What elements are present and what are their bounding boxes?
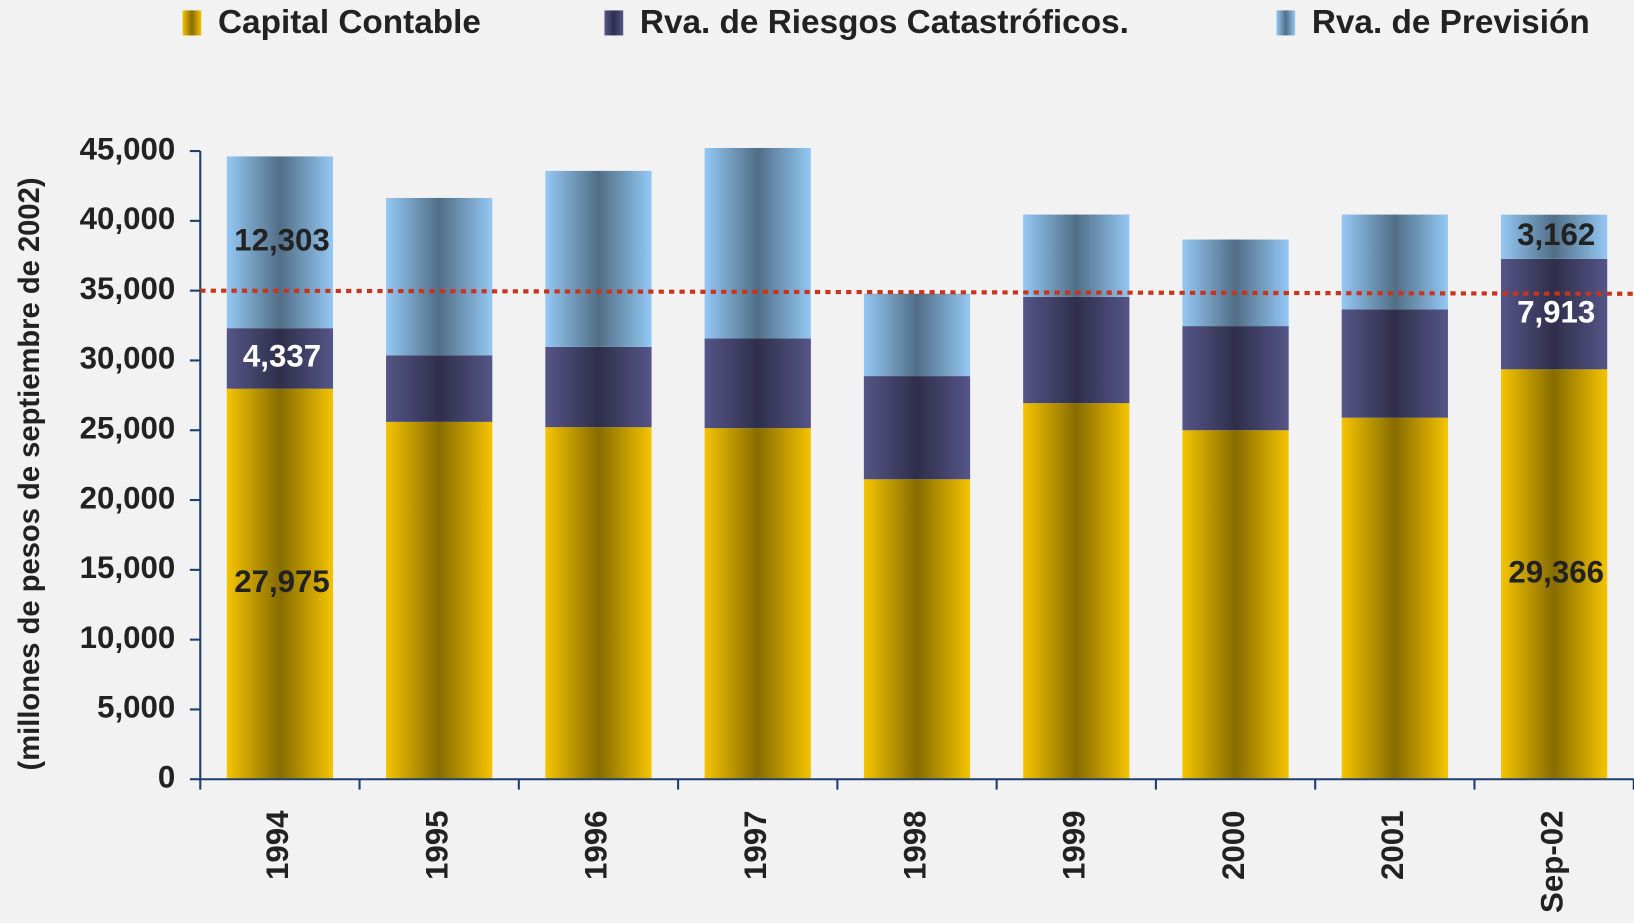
y-axis-label: (millones de pesos de septiembre de 2002…	[14, 177, 46, 770]
bar-segment	[1182, 430, 1289, 780]
y-tick-label: 10,000	[80, 620, 176, 655]
legend-label: Rva. de Riesgos Catastróficos.	[640, 4, 1129, 41]
bar-segment	[1182, 326, 1289, 431]
y-tick-label: 0	[158, 759, 175, 794]
y-tick-label: 45,000	[80, 131, 176, 166]
legend-swatch	[182, 10, 202, 36]
y-tick-label: 30,000	[80, 341, 176, 376]
bar-segment	[1341, 309, 1448, 418]
x-tick-label: 1996	[579, 810, 614, 880]
bar-segment	[226, 328, 334, 389]
legend-label: Rva. de Previsión	[1312, 4, 1590, 41]
bar-segment	[863, 376, 971, 480]
x-tick-label: 2001	[1375, 810, 1410, 880]
bar-segment	[386, 421, 493, 780]
bar-segment	[226, 156, 334, 329]
x-tick-label: 1995	[419, 810, 454, 880]
bar-segment	[545, 427, 652, 780]
bar-segment	[386, 355, 493, 422]
value-label: 3,162	[1517, 217, 1595, 252]
bar-segment	[1023, 403, 1130, 780]
y-tick-label: 5,000	[97, 690, 175, 725]
bar-segment	[1023, 214, 1130, 297]
bar-segment	[704, 338, 811, 429]
bar-segment	[863, 293, 971, 377]
value-label: 27,975	[234, 564, 330, 599]
bar-segment	[704, 147, 811, 339]
legend-swatch	[604, 10, 624, 36]
bar-segment	[1500, 258, 1608, 370]
value-label: 7,913	[1517, 294, 1595, 329]
bar-segment	[386, 197, 493, 356]
value-label: 29,366	[1508, 555, 1604, 590]
bar-segment	[1500, 214, 1608, 259]
bar-segment	[863, 479, 971, 780]
y-tick-label: 25,000	[80, 410, 176, 445]
y-tick-label: 15,000	[80, 550, 176, 585]
legend-label: Capital Contable	[218, 4, 481, 41]
bar-segment	[704, 428, 811, 780]
value-label: 4,337	[243, 339, 321, 374]
bar-segment	[545, 346, 652, 428]
bar-segment	[1341, 417, 1448, 780]
y-tick-label: 40,000	[80, 201, 176, 236]
y-tick-label: 35,000	[80, 271, 176, 306]
bar-segment	[1500, 369, 1608, 780]
y-tick-label: 20,000	[80, 480, 176, 515]
bar-segment	[226, 388, 334, 780]
x-tick-label: 1994	[260, 810, 295, 880]
bar-segment	[1023, 296, 1130, 404]
x-tick-label: 2000	[1216, 810, 1251, 880]
x-tick-label: 1998	[897, 810, 932, 880]
x-tick-label: 1997	[738, 810, 773, 880]
bar-segment	[1182, 239, 1289, 327]
x-tick-label: Sep-02	[1534, 810, 1569, 912]
bar-segment	[545, 170, 652, 347]
value-label: 12,303	[234, 223, 330, 258]
legend-swatch	[1276, 10, 1296, 36]
x-tick-label: 1999	[1057, 810, 1092, 880]
